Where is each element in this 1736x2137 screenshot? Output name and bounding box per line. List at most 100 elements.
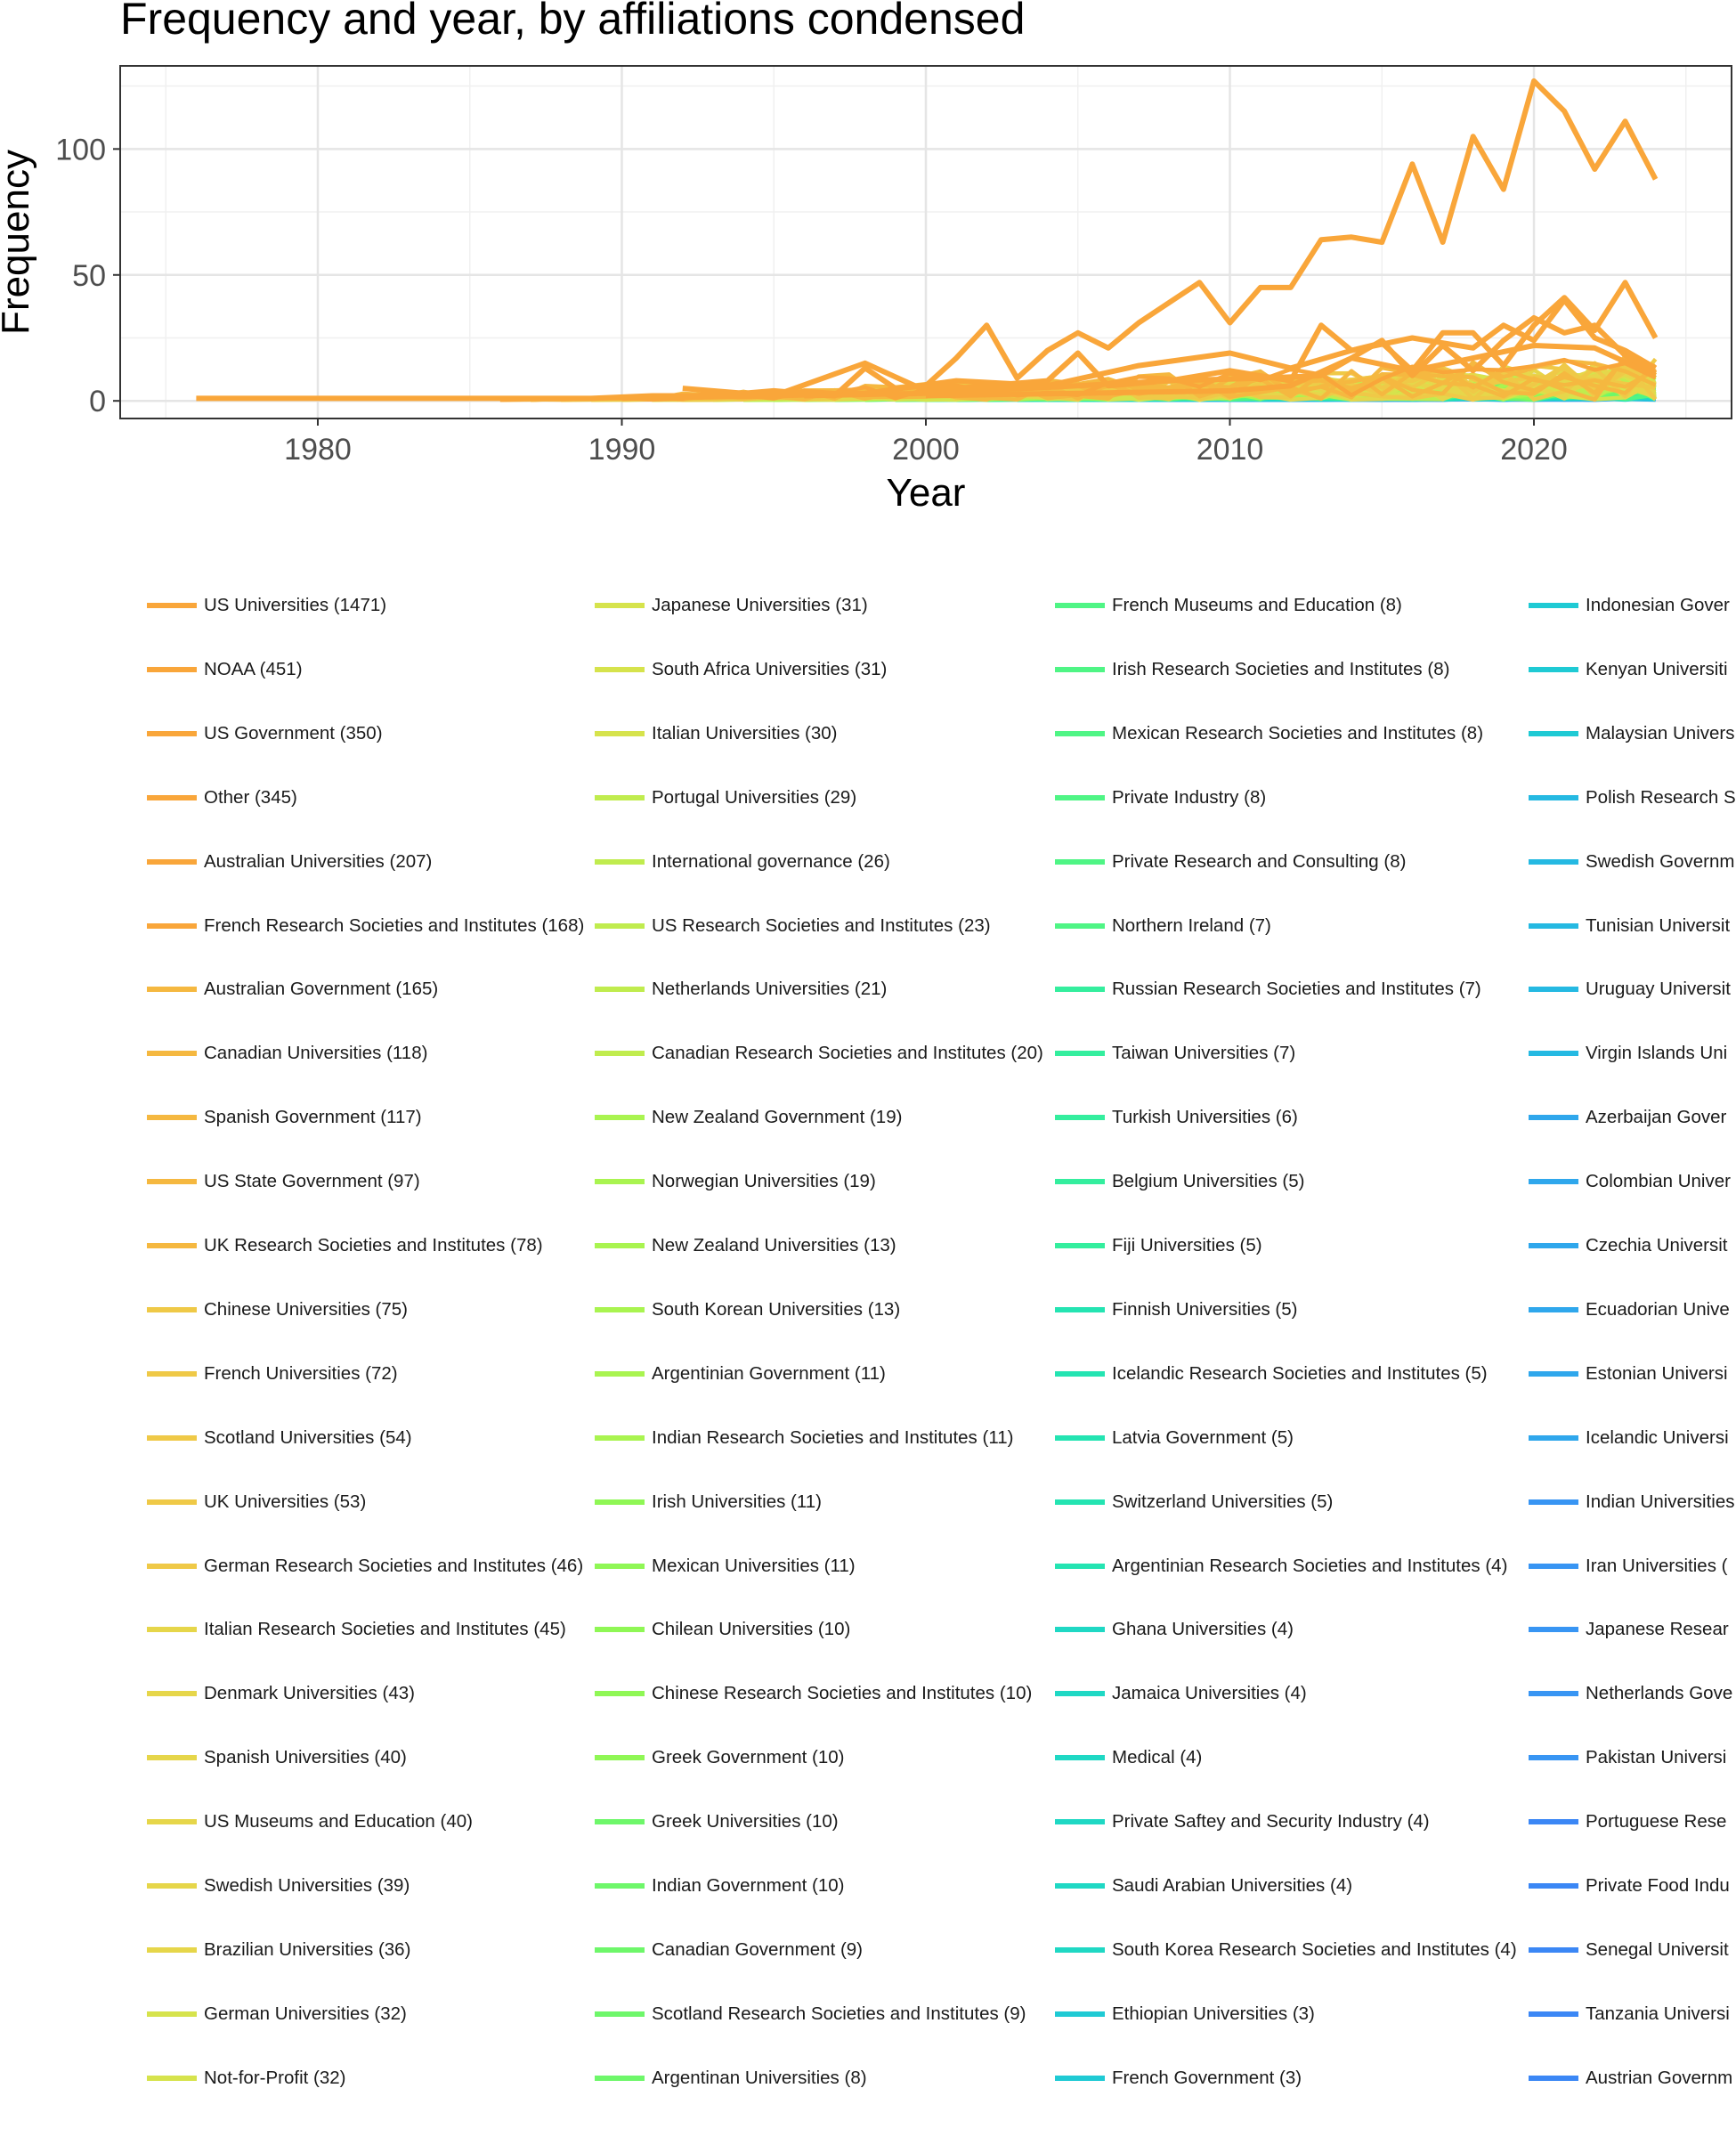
legend-key — [595, 1306, 645, 1312]
legend-item: Indian Universities — [1529, 1489, 1735, 1515]
legend-key — [147, 666, 197, 672]
legend-item: Argentinan Universities (8) — [595, 2065, 867, 2092]
legend-label: Swedish Governm — [1586, 850, 1735, 872]
legend-item: International governance (26) — [595, 849, 890, 875]
legend-item: Japanese Resear — [1529, 1616, 1729, 1643]
legend-key — [1055, 1370, 1105, 1377]
legend-item: Jamaica Universities (4) — [1055, 1680, 1307, 1707]
legend-label: Northern Ireland (7) — [1112, 914, 1271, 936]
legend-item: Scotland Research Societies and Institut… — [595, 2001, 1026, 2027]
legend-item: Chilean Universities (10) — [595, 1616, 850, 1643]
legend-key — [147, 858, 197, 865]
legend-item: Portuguese Rese — [1529, 1808, 1726, 1835]
legend-item: Icelandic Research Societies and Institu… — [1055, 1361, 1488, 1387]
legend-item: Pakistan Universi — [1529, 1744, 1726, 1771]
legend-item: Argentinian Research Societies and Insti… — [1055, 1553, 1507, 1580]
legend-item: Denmark Universities (43) — [147, 1680, 415, 1707]
legend: US Universities (1471) NOAA (451) US Gover… — [0, 579, 1736, 2137]
series-lines — [196, 78, 1659, 402]
legend-label: UK Research Societies and Institutes (78… — [204, 1235, 543, 1255]
legend-key — [1055, 1627, 1105, 1633]
legend-key — [147, 1627, 197, 1633]
legend-key — [147, 2011, 197, 2017]
legend-key — [1529, 1434, 1578, 1441]
legend-label: Icelandic Research Societies and Institu… — [1112, 1362, 1488, 1384]
legend-key — [1055, 1819, 1105, 1825]
legend-item: Tunisian Universit — [1529, 913, 1730, 939]
legend-key — [147, 1755, 197, 1761]
legend-key — [1529, 1627, 1578, 1633]
chart-title: Frequency and year, by affiliations cond… — [120, 0, 1026, 44]
legend-key — [1055, 730, 1105, 736]
legend-label: Greek Government (10) — [652, 1747, 845, 1768]
legend-label: Kenyan Universiti — [1586, 658, 1728, 679]
legend-item: Turkish Universities (6) — [1055, 1104, 1298, 1131]
legend-key — [147, 1115, 197, 1121]
legend-label: Latvia Government (5) — [1112, 1426, 1294, 1448]
legend-item: UK Research Societies and Institutes (78… — [147, 1232, 543, 1259]
legend-item: Indonesian Gover — [1529, 592, 1730, 619]
legend-item: Ecuadorian Unive — [1529, 1296, 1730, 1323]
legend-item: US Universities (1471) — [147, 592, 386, 619]
legend-key — [147, 1883, 197, 1889]
legend-key — [1055, 1179, 1105, 1185]
legend-key — [1529, 1499, 1578, 1505]
legend-label: French Research Societies and Institutes… — [204, 914, 585, 936]
legend-key — [595, 794, 645, 800]
legend-key — [595, 1691, 645, 1697]
legend-label: Spanish Government (117) — [204, 1107, 422, 1128]
legend-label: Iran Universities ( — [1586, 1555, 1728, 1576]
legend-label: French Museums and Education (8) — [1112, 595, 1402, 615]
legend-item: Switzerland Universities (5) — [1055, 1489, 1333, 1515]
legend-key — [595, 1051, 645, 1057]
legend-item: Taiwan Universities (7) — [1055, 1040, 1295, 1067]
legend-item: Italian Research Societies and Institute… — [147, 1616, 566, 1643]
y-tick-label: 0 — [89, 385, 106, 418]
legend-key — [1055, 1691, 1105, 1697]
legend-key — [147, 1819, 197, 1825]
legend-key — [595, 1370, 645, 1377]
legend-label: South Korean Universities (13) — [652, 1298, 901, 1320]
legend-key — [1055, 1306, 1105, 1312]
legend-label: Turkish Universities (6) — [1112, 1107, 1298, 1128]
legend-item: Japanese Universities (31) — [595, 592, 868, 619]
legend-label: South Korea Research Societies and Insti… — [1112, 1938, 1517, 1960]
legend-label: Ecuadorian Unive — [1586, 1298, 1730, 1320]
legend-key — [1055, 2075, 1105, 2081]
legend-item: French Universities (72) — [147, 1361, 398, 1387]
legend-key — [1055, 1243, 1105, 1248]
legend-label: Belgium Universities (5) — [1112, 1171, 1305, 1192]
legend-key — [1529, 730, 1578, 736]
legend-label: Netherlands Gove — [1586, 1683, 1733, 1704]
legend-label: Irish Research Societies and Institutes … — [1112, 658, 1450, 679]
legend-item: Icelandic Universi — [1529, 1425, 1729, 1451]
x-axis: 1980 1990 2000 2010 2020 — [284, 418, 1568, 467]
legend-item: Finnish Universities (5) — [1055, 1296, 1297, 1323]
legend-item: Indian Government (10) — [595, 1873, 845, 1899]
legend-key — [1529, 1755, 1578, 1761]
legend-item: Malaysian Univers — [1529, 720, 1734, 747]
legend-label: Uruguay Universit — [1586, 979, 1731, 1000]
legend-label: Portugal Universities (29) — [652, 786, 857, 808]
legend-label: Senegal Universit — [1586, 1938, 1729, 1960]
legend-label: Argentinian Research Societies and Insti… — [1112, 1555, 1508, 1576]
legend-label: US Universities (1471) — [204, 595, 387, 615]
legend-key — [595, 1115, 645, 1121]
legend-label: Fiji Universities (5) — [1112, 1235, 1262, 1255]
legend-label: Mexican Research Societies and Institute… — [1112, 722, 1484, 743]
legend-key — [147, 1946, 197, 1953]
legend-item: Italian Universities (30) — [595, 720, 838, 747]
legend-item: US Museums and Education (40) — [147, 1808, 473, 1835]
legend-item: Iran Universities ( — [1529, 1553, 1728, 1580]
legend-key — [595, 666, 645, 672]
legend-label: UK Universities (53) — [204, 1491, 367, 1512]
legend-key — [1055, 2011, 1105, 2017]
legend-label: Estonian Universi — [1586, 1362, 1728, 1384]
legend-label: Netherlands Universities (21) — [652, 979, 888, 1000]
legend-item: Colombian Univer — [1529, 1168, 1731, 1195]
legend-item: Saudi Arabian Universities (4) — [1055, 1873, 1352, 1899]
legend-key — [1055, 1883, 1105, 1889]
legend-label: Switzerland Universities (5) — [1112, 1491, 1334, 1512]
legend-key — [595, 1563, 645, 1569]
legend-key — [1055, 922, 1105, 929]
